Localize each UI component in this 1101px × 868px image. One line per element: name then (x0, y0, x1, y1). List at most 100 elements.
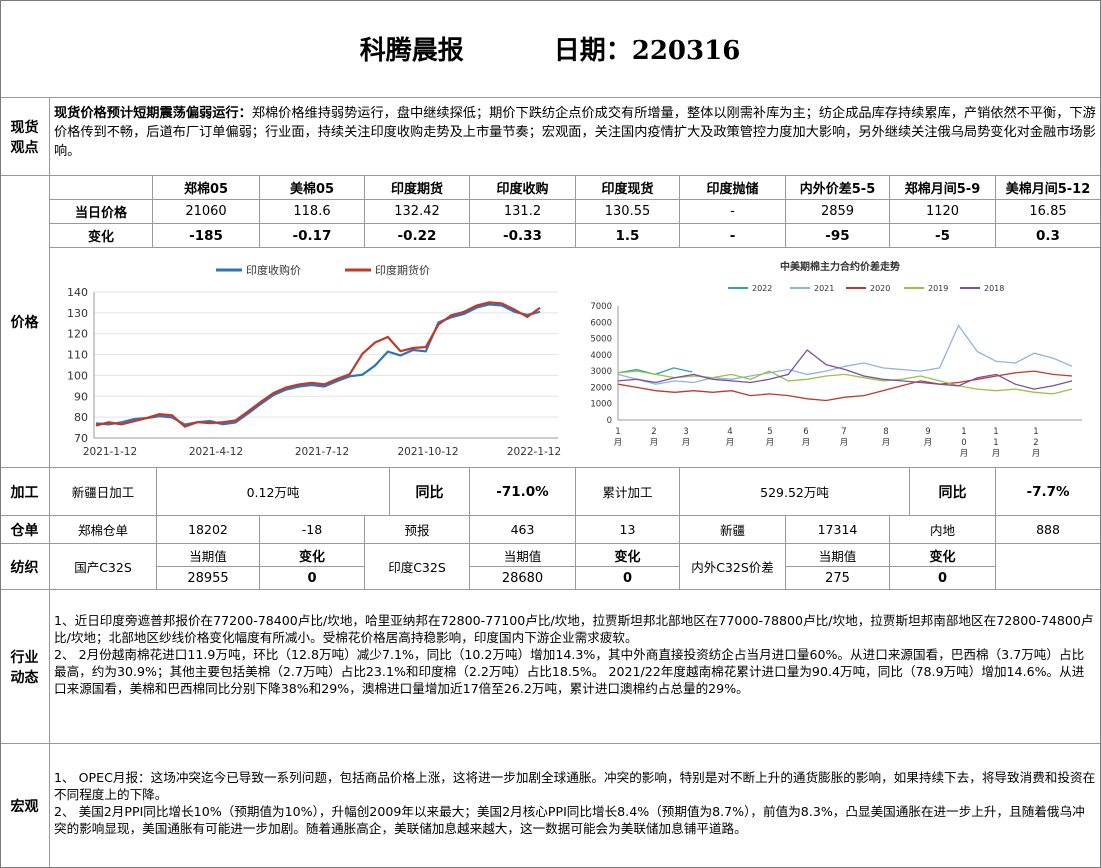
industry-label: 行业 动态 (0, 590, 50, 744)
y-tick-label: 70 (74, 432, 88, 445)
warehouse-cell: 17314 (786, 516, 890, 544)
price-change-value: - (680, 224, 786, 248)
warehouse-cell: 18202 (157, 516, 260, 544)
textile-c2-change: 0 (576, 567, 680, 590)
macro-paragraph-2: 2、 美国2月PPI同比增长10%（预期值为10%），升幅创2009年以来最大；… (54, 804, 1085, 836)
textile-c1-label: 国产C32S (50, 544, 157, 590)
price-today-value: 118.6 (260, 200, 365, 224)
cum-process-label: 累计加工 (576, 468, 680, 516)
warehouse-cell: 郑棉仓单 (50, 516, 157, 544)
x-tick-label: 月 (650, 438, 659, 448)
process-label: 加工 (0, 468, 50, 516)
price-change-value: -185 (153, 224, 260, 248)
textile-c2-label: 印度C32S (365, 544, 470, 590)
y-tick-label: 7000 (590, 302, 612, 312)
x-tick-label: 月 (1032, 449, 1041, 459)
macro-label: 宏观 (0, 744, 50, 868)
x-tick-label: 2 (651, 427, 656, 437)
warehouse-cell: 463 (470, 516, 576, 544)
series-line (95, 303, 541, 426)
price-col-header: 印度期货 (365, 176, 470, 200)
price-change-value: -95 (786, 224, 890, 248)
y-tick-label: 6000 (590, 318, 612, 328)
textile-c3-current-label: 当期值 (786, 544, 890, 567)
price-label: 价格 (0, 176, 50, 468)
price-today-value: 1120 (890, 200, 996, 224)
x-tick-label: 2021-7-12 (295, 446, 349, 458)
warehouse-label: 仓单 (0, 516, 50, 544)
warehouse-cell: -18 (260, 516, 365, 544)
y-tick-label: 90 (74, 390, 88, 403)
industry-news: 1、近日印度旁遮普邦报价在77200-78400卢比/坎地，哈里亚纳邦在7280… (50, 590, 1101, 744)
legend-label: 2018 (984, 284, 1004, 293)
macro-paragraph-1: 1、 OPEC月报：这场冲突迄今已导致一系列问题，包括商品价格上涨，这将进一步加… (54, 770, 1096, 802)
price-col-header: 印度现货 (576, 176, 680, 200)
textile-c1-change-label: 变化 (260, 544, 365, 567)
industry-paragraph-1: 1、近日印度旁遮普邦报价在77200-78400卢比/坎地，哈里亚纳邦在7280… (54, 613, 1094, 645)
xj-process-value: 0.12万吨 (157, 468, 390, 516)
textile-c2-current-label: 当期值 (470, 544, 576, 567)
x-tick-label: 月 (614, 438, 623, 448)
price-change-value: 0.3 (996, 224, 1101, 248)
textile-c2-change-label: 变化 (576, 544, 680, 567)
price-col-header: 内外价差5-5 (786, 176, 890, 200)
price-today-value: 2859 (786, 200, 890, 224)
price-today-value: 130.55 (576, 200, 680, 224)
price-today-value: 16.85 (996, 200, 1101, 224)
x-tick-label: 1 (1033, 427, 1038, 437)
x-tick-label: 3 (683, 427, 688, 437)
price-today-value: - (680, 200, 786, 224)
x-tick-label: 9 (925, 427, 930, 437)
series-line (617, 370, 1073, 402)
y-tick-label: 120 (67, 328, 88, 341)
warehouse-cell: 新疆 (680, 516, 786, 544)
price-col-header: 郑棉月间5-9 (890, 176, 996, 200)
price-col-header: 美棉月间5-12 (996, 176, 1101, 200)
cum-yoy-value: -7.7% (996, 468, 1101, 516)
cum-yoy-label: 同比 (910, 468, 996, 516)
price-today-value: 131.2 (470, 200, 576, 224)
x-tick-label: 月 (766, 438, 775, 448)
spot-label: 现货 观点 (0, 98, 50, 176)
report-header: 科腾晨报 日期：220316 (0, 0, 1101, 98)
x-tick-label: 2021-10-12 (397, 446, 458, 458)
spot-view: 现货价格预计短期震荡偏弱运行：郑棉价格维持弱势运行，盘中继续探低；期价下跌纺企点… (50, 98, 1101, 176)
price-change-value: -0.22 (365, 224, 470, 248)
price-today-value: 21060 (153, 200, 260, 224)
x-tick-label: 2 (1033, 438, 1038, 448)
price-today-value: 132.42 (365, 200, 470, 224)
report-title: 科腾晨报 (359, 36, 464, 66)
series-line (617, 370, 1073, 395)
x-tick-label: 月 (682, 438, 691, 448)
x-tick-label: 1 (993, 427, 998, 437)
x-tick-label: 2021-1-12 (83, 446, 137, 458)
y-tick-label: 80 (74, 411, 88, 424)
y-tick-label: 5000 (590, 335, 612, 345)
legend-label: 2019 (928, 284, 948, 293)
warehouse-cell: 13 (576, 516, 680, 544)
textile-c1-current-label: 当期值 (157, 544, 260, 567)
xj-process-label: 新疆日加工 (50, 468, 157, 516)
price-change-value: -0.17 (260, 224, 365, 248)
price-col-header: 印度抛储 (680, 176, 786, 200)
charts-area: 印度收购价 印度期货价 70 80 90 100 110 120 130 140 2021-1-12… (50, 248, 1101, 468)
x-tick-label: 1 (961, 427, 966, 437)
textile-c1-change: 0 (260, 567, 365, 590)
spot-text: 郑棉价格维持弱势运行，盘中继续探低；期价下跌纺企点价成交有所增量，整体以刚需补库… (54, 106, 1096, 159)
x-tick-label: 月 (840, 438, 849, 448)
price-change-value: -5 (890, 224, 996, 248)
price-table-corner (50, 176, 153, 200)
textile-c3-value: 275 (786, 567, 890, 590)
x-tick-label: 月 (802, 438, 811, 448)
y-tick-label: 140 (67, 286, 88, 299)
x-tick-label: 5 (767, 427, 772, 437)
chart-title: 中美期棉主力合约价差走势 (780, 260, 900, 273)
price-change-value: -0.33 (470, 224, 576, 248)
warehouse-cell: 888 (996, 516, 1101, 544)
y-tick-label: 4000 (590, 351, 612, 361)
price-today-label: 当日价格 (50, 200, 153, 224)
x-tick-label: 8 (883, 427, 888, 437)
textile-blank (996, 544, 1101, 590)
